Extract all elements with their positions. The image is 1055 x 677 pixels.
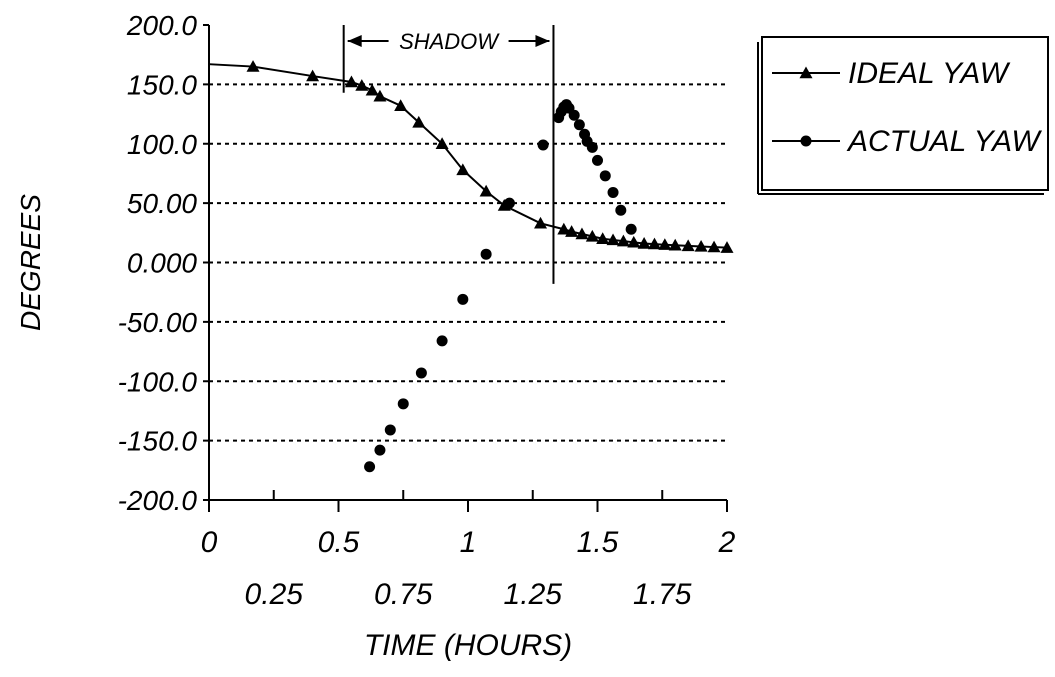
circle-marker (503, 197, 515, 209)
triangle-marker (246, 60, 260, 72)
y-tick-label: 150.0 (127, 69, 197, 100)
triangle-marker (479, 184, 493, 197)
triangle-marker (365, 83, 379, 96)
circle-marker (625, 223, 637, 235)
x-minor-tick-label: 0.75 (374, 578, 433, 611)
triangle-marker (658, 238, 672, 250)
circle-marker (615, 204, 627, 216)
circle-marker (374, 444, 386, 456)
circle-marker (568, 109, 580, 121)
triangle-marker (456, 163, 470, 176)
triangle-marker (707, 240, 721, 253)
x-tick-label: 1 (460, 526, 477, 559)
y-tick-label: -150.0 (118, 426, 198, 457)
circle-marker (586, 141, 598, 153)
x-minor-tick-label: 0.25 (245, 578, 304, 611)
series-ideal-yaw (208, 60, 734, 253)
triangle-marker (637, 237, 651, 249)
triangle-marker (681, 239, 695, 252)
circle-marker (364, 461, 376, 473)
y-tick-label: -50.00 (118, 307, 198, 338)
triangle-marker (668, 238, 682, 251)
legend-label: ACTUAL YAW (846, 125, 1042, 158)
shadow-annotation: SHADOW (342, 25, 555, 284)
triangle-marker (412, 115, 426, 128)
y-tick-label: -200.0 (118, 485, 198, 516)
triangle-marker (596, 232, 610, 244)
legend-entry: ACTUAL YAW (772, 125, 1042, 158)
triangle-marker (720, 241, 734, 253)
series-line (208, 63, 728, 249)
triangle-marker (627, 235, 641, 248)
circle-marker (607, 186, 619, 198)
grid-layer (209, 83, 727, 442)
triangle-marker (534, 216, 548, 229)
triangle-marker (355, 79, 369, 91)
y-tick-label: -100.0 (118, 366, 198, 397)
circle-marker (436, 335, 448, 347)
triangle-marker (575, 227, 589, 240)
triangle-marker (394, 99, 408, 111)
shadow-arrow-right-head (535, 35, 550, 47)
y-tick-label: 100.0 (127, 129, 197, 160)
triangle-marker (344, 75, 358, 88)
circle-marker (599, 170, 611, 182)
y-axis-label: DEGREES (15, 194, 46, 331)
triangle-marker (616, 234, 630, 247)
legend: IDEAL YAW ACTUAL YAW (757, 36, 1049, 195)
x-tick-label: 0.5 (318, 526, 360, 559)
triangle-marker (557, 222, 571, 235)
shadow-arrow-left-head (347, 35, 362, 47)
x-tick-label: 1.5 (577, 526, 619, 559)
circle-marker (384, 424, 396, 436)
x-tick-label: 2 (718, 526, 736, 559)
legend-triangle-marker (799, 66, 813, 79)
triangle-marker (606, 233, 620, 246)
legend-label: IDEAL YAW (848, 57, 1011, 90)
y-tick-label: 50.00 (127, 188, 197, 219)
circle-marker (480, 248, 492, 260)
x-minor-tick-label: 1.75 (633, 578, 692, 611)
axes-layer (203, 24, 728, 512)
circle-marker (537, 139, 549, 151)
triangle-marker (694, 239, 708, 252)
circle-marker (415, 367, 427, 379)
circle-marker (573, 119, 585, 131)
x-minor-tick-label: 1.25 (504, 578, 563, 611)
x-tick-label: 0 (201, 526, 218, 559)
triangle-marker (373, 89, 387, 102)
triangle-marker (647, 237, 661, 250)
circle-marker (457, 293, 469, 305)
y-tick-label: 200.0 (126, 10, 197, 41)
triangle-marker (306, 69, 320, 82)
triangle-marker (565, 225, 579, 237)
series-actual-yaw (364, 99, 637, 473)
legend-circle-marker (800, 135, 812, 147)
circle-marker (397, 398, 409, 410)
triangle-marker (585, 229, 599, 242)
y-tick-label: 0.000 (127, 248, 197, 279)
legend-box (761, 36, 1049, 191)
legend-entry: IDEAL YAW (772, 57, 1011, 90)
series-layer (208, 60, 734, 473)
triangle-marker (435, 137, 449, 149)
shadow-label: SHADOW (399, 29, 500, 54)
x-axis-label: TIME (HOURS) (364, 629, 572, 662)
labels-layer: 200.0 150.0 100.0 50.00 0.000 -50.00 -100.0 -15… (15, 10, 736, 662)
circle-marker (592, 154, 603, 166)
